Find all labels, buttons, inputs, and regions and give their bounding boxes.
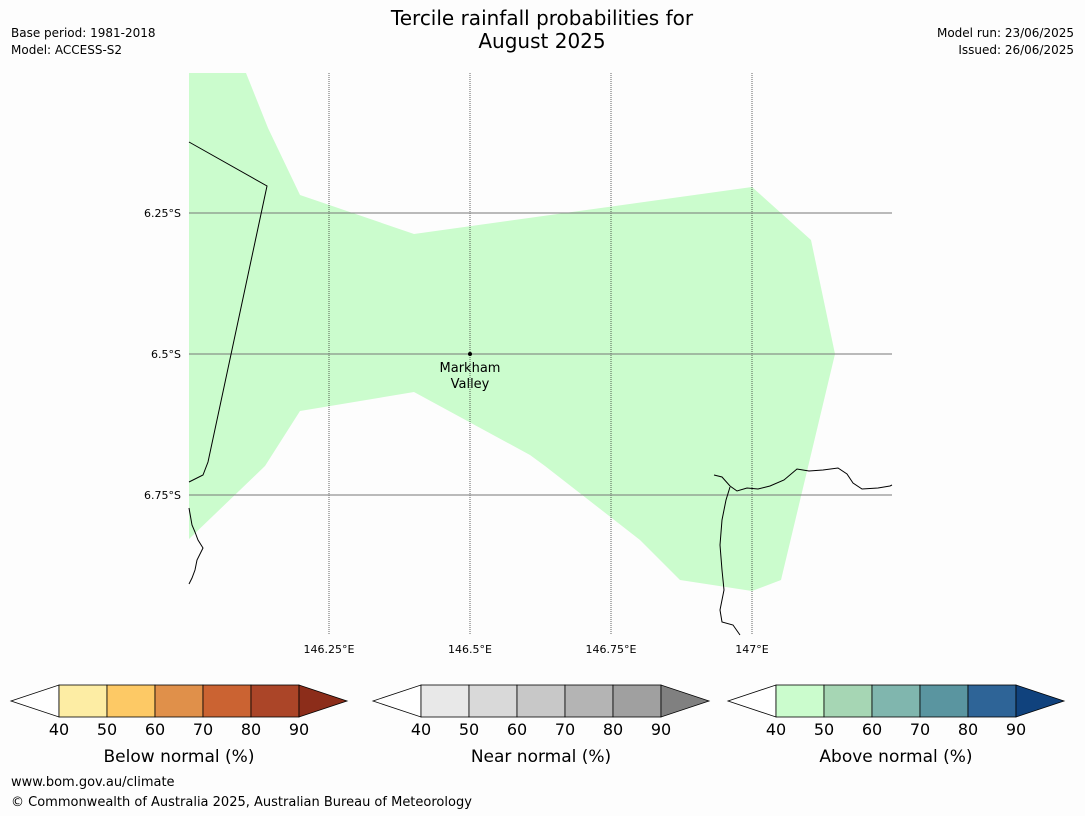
below-tick-80: 80	[241, 720, 261, 739]
near-segment-3	[516, 684, 566, 718]
above-lower-extension	[726, 684, 777, 718]
above-segment-5	[967, 684, 1017, 718]
below-segment-1	[58, 684, 108, 718]
lat-label-6-25: 6.25°S	[144, 207, 181, 220]
below-tick-50: 50	[97, 720, 117, 739]
near-lower-extension	[371, 684, 422, 718]
colorbars: 40 50 60 70 80 90 Below normal (%) 40 50…	[9, 684, 1066, 767]
above-tick-80: 80	[958, 720, 978, 739]
below-tick-40: 40	[49, 720, 69, 739]
lat-label-6-75: 6.75°S	[144, 489, 181, 502]
place-label-2: Valley	[451, 377, 490, 392]
near-segment-1	[420, 684, 470, 718]
above-tick-90: 90	[1006, 720, 1026, 739]
above-tick-70: 70	[910, 720, 930, 739]
issued-date: Issued: 26/06/2025	[958, 43, 1074, 57]
lon-label-146-75: 146.75°E	[586, 643, 637, 656]
map-title: Tercile rainfall probabilities for Augus…	[342, 7, 742, 53]
below-tick-60: 60	[145, 720, 165, 739]
above-segment-2	[823, 684, 873, 718]
below-lower-extension	[9, 684, 60, 718]
above-title: Above normal (%)	[819, 747, 972, 767]
colorbar-above-normal: 40 50 60 70 80 90 Above normal (%)	[726, 684, 1066, 767]
above-tick-50: 50	[814, 720, 834, 739]
near-tick-70: 70	[555, 720, 575, 739]
location-marker	[468, 352, 472, 356]
base-period: Base period: 1981-2018	[11, 26, 156, 40]
near-tick-40: 40	[411, 720, 431, 739]
near-segment-4	[564, 684, 614, 718]
near-segment-5	[612, 684, 662, 718]
above-upper-extension	[1015, 684, 1066, 718]
above-segment-4	[919, 684, 969, 718]
boundaries	[188, 141, 893, 636]
meta-right: Model run: 23/06/2025 Issued: 26/06/2025	[937, 25, 1074, 59]
above-segment-1	[775, 684, 825, 718]
near-tick-80: 80	[603, 720, 623, 739]
lon-label-147: 147°E	[735, 643, 768, 656]
above-tick-40: 40	[766, 720, 786, 739]
above-segment-3	[871, 684, 921, 718]
above-normal-region	[189, 73, 835, 591]
title-line-2: August 2025	[478, 29, 606, 53]
lon-label-146-25: 146.25°E	[304, 643, 355, 656]
near-tick-60: 60	[507, 720, 527, 739]
below-tick-70: 70	[193, 720, 213, 739]
title-line-1: Tercile rainfall probabilities for	[390, 6, 694, 30]
below-segment-2	[106, 684, 156, 718]
colorbar-below-normal: 40 50 60 70 80 90 Below normal (%)	[9, 684, 349, 767]
meta-left: Base period: 1981-2018 Model: ACCESS-S2	[11, 25, 156, 59]
place-label-1: Markham	[440, 361, 501, 376]
lon-label-146-5: 146.5°E	[448, 643, 492, 656]
near-segment-2	[468, 684, 518, 718]
near-tick-50: 50	[459, 720, 479, 739]
below-title: Below normal (%)	[104, 747, 255, 767]
below-segment-4	[202, 684, 252, 718]
colorbar-near-normal: 40 50 60 70 80 90 Near normal (%)	[371, 684, 711, 767]
lat-label-6-5: 6.5°S	[151, 348, 181, 361]
near-upper-extension	[660, 684, 711, 718]
footer-url[interactable]: www.bom.gov.au/climate	[11, 775, 175, 790]
near-tick-90: 90	[651, 720, 671, 739]
near-title: Near normal (%)	[471, 747, 611, 767]
above-tick-60: 60	[862, 720, 882, 739]
model-run: Model run: 23/06/2025	[936, 26, 1074, 40]
below-segment-5	[250, 684, 300, 718]
map: Markham Valley 6.25°S 6.5°S 6.75°S 146.2…	[144, 73, 893, 656]
below-segment-3	[154, 684, 204, 718]
below-tick-90: 90	[289, 720, 309, 739]
footer-copyright: © Commonwealth of Australia 2025, Austra…	[11, 795, 472, 810]
lat-gridlines	[189, 212, 892, 496]
model-name: Model: ACCESS-S2	[11, 43, 123, 57]
below-upper-extension	[298, 684, 349, 718]
